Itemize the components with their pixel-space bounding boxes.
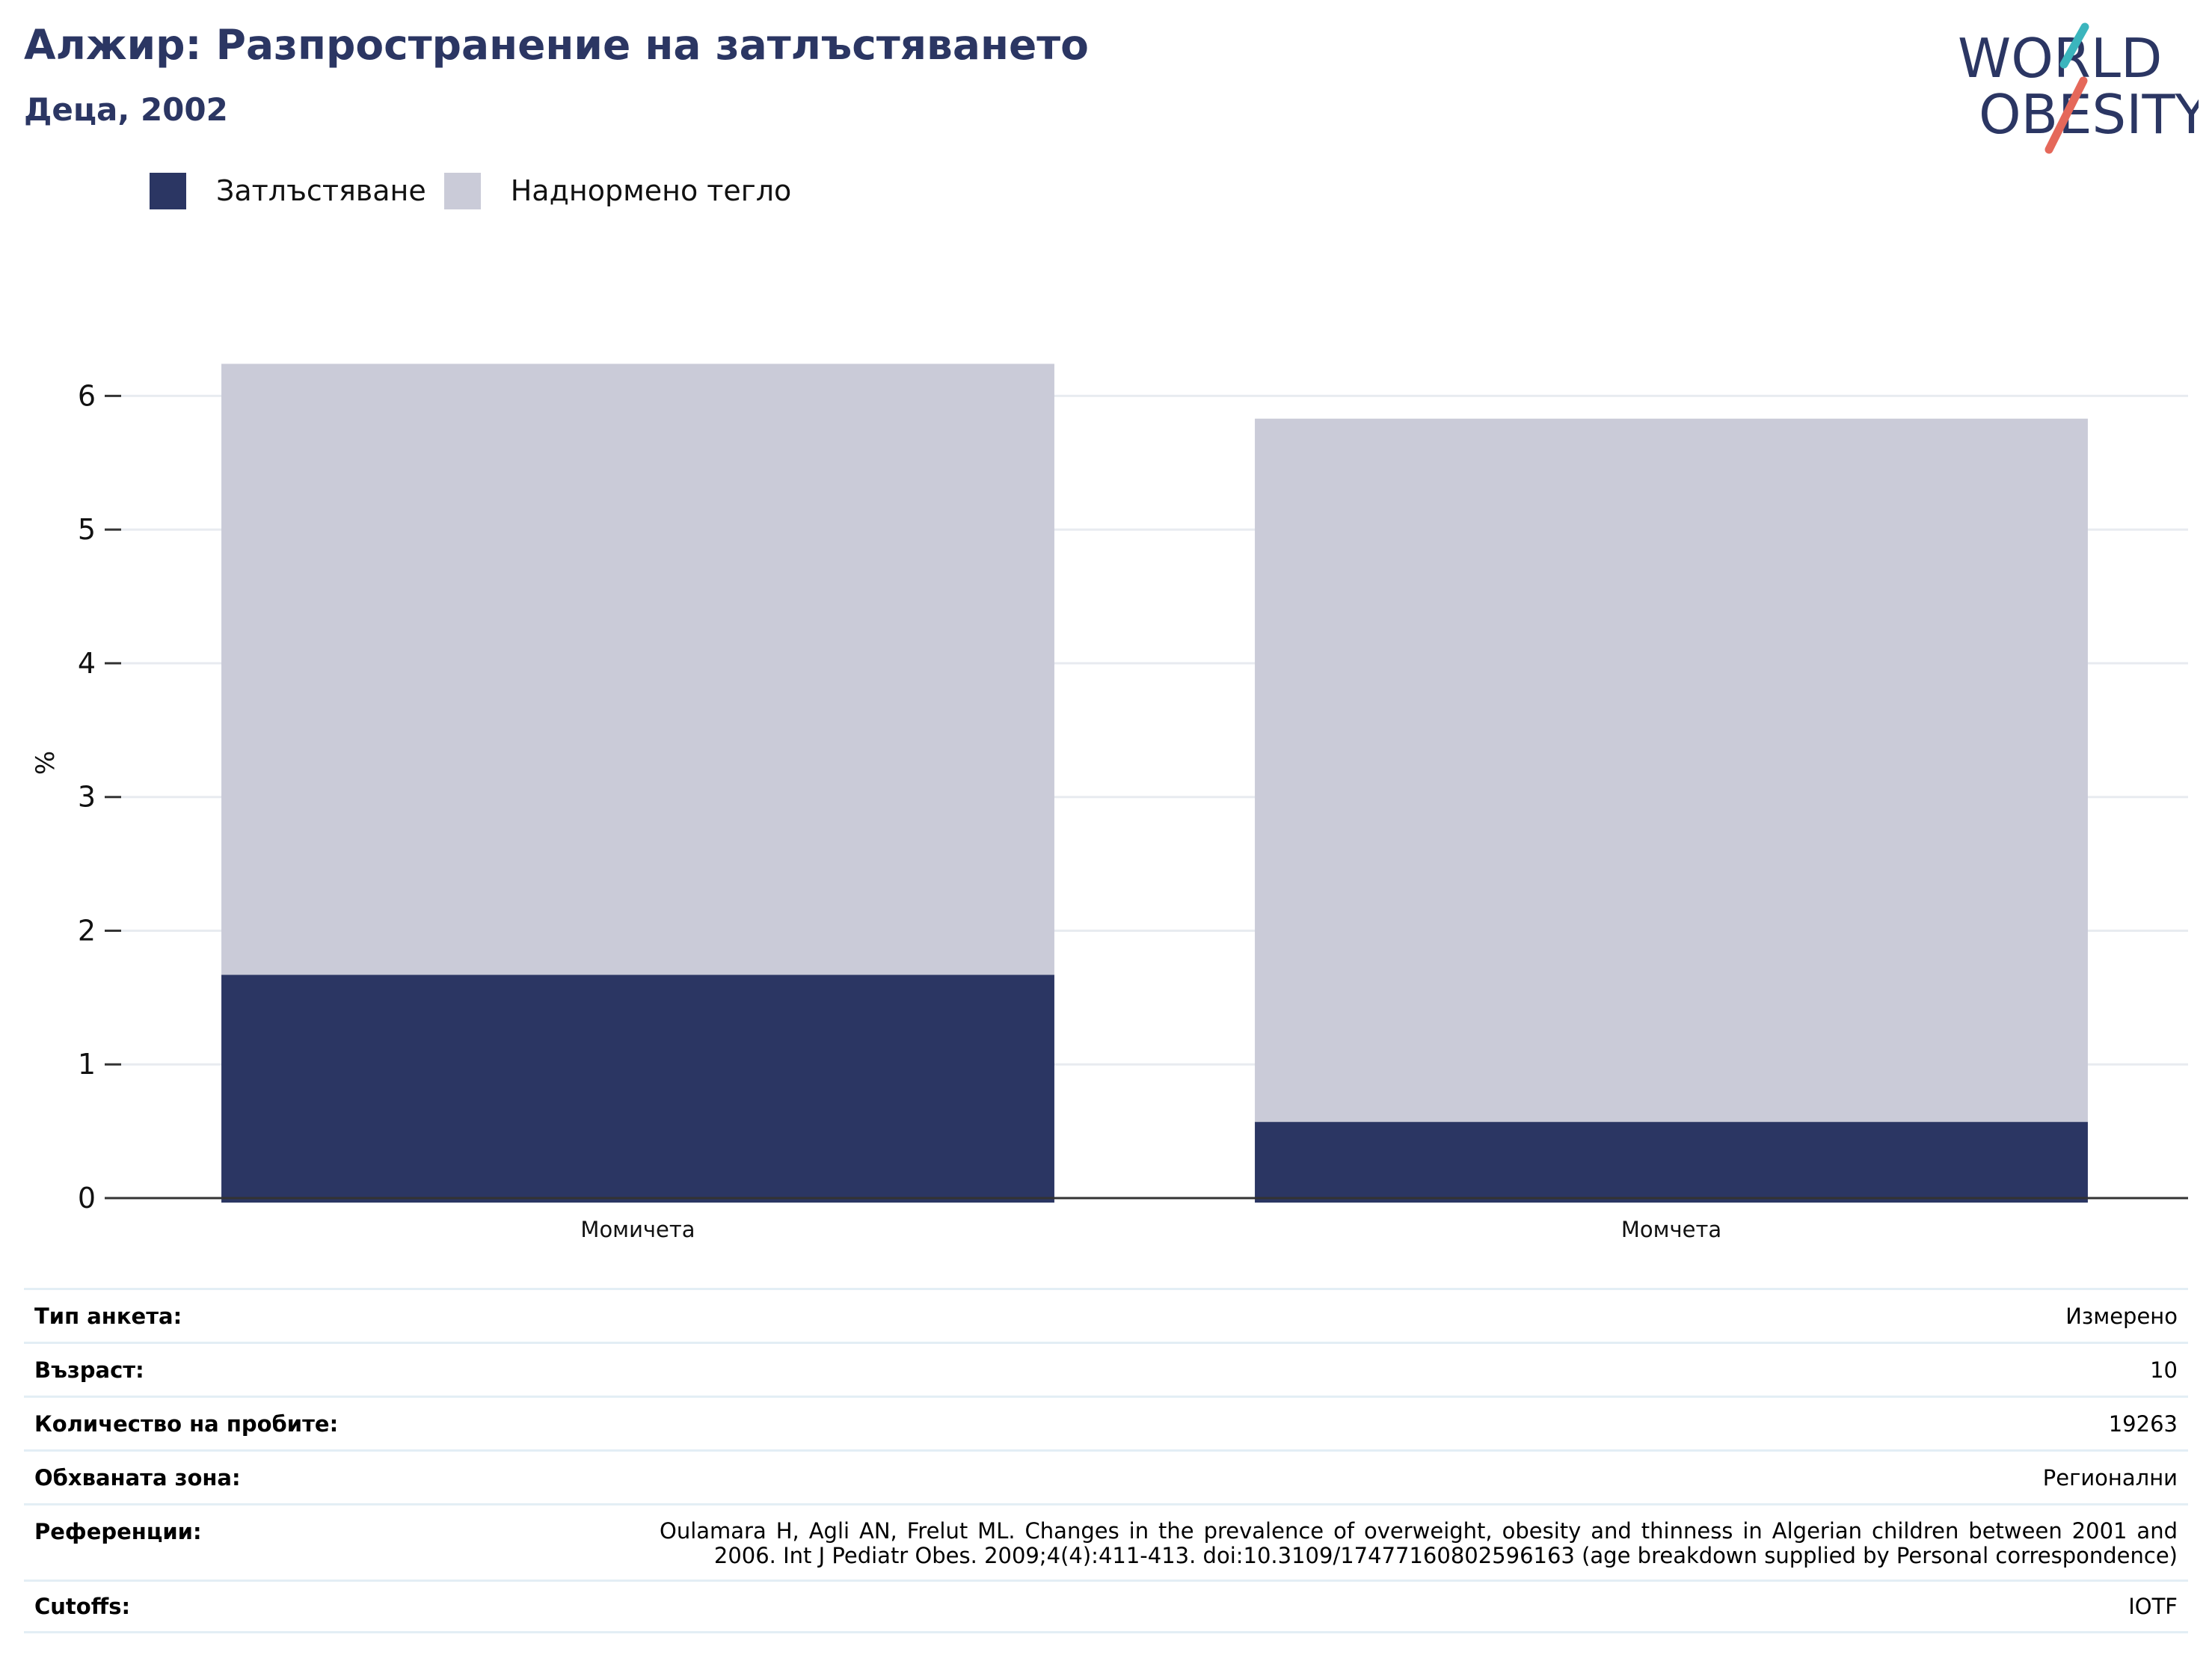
bar-Наднормено тегло [1255, 418, 2088, 1123]
logo-line2: OBESITY [1979, 83, 2199, 146]
meta-key: Тип анкета: [34, 1303, 182, 1329]
x-tick-label: Момичета [580, 1217, 695, 1242]
y-tick-label: 6 [78, 379, 96, 412]
world-obesity-logo: WORLD OBESITY [1958, 22, 2199, 154]
bar-Наднормено тегло [221, 363, 1054, 975]
y-tick-label: 1 [78, 1048, 96, 1081]
y-tick-label: 0 [78, 1182, 96, 1215]
meta-row-area: Обхваната зона: Регионални [24, 1449, 2188, 1503]
meta-row-cutoffs: Cutoffs: IOTF [24, 1580, 2188, 1633]
y-tick-label: 2 [78, 914, 96, 947]
chart-subtitle: Деца, 2002 [24, 91, 228, 128]
y-tick-label: 4 [78, 647, 96, 680]
meta-row-survey-type: Тип анкета: Измерено [24, 1288, 2188, 1342]
meta-key: Обхваната зона: [34, 1464, 241, 1491]
meta-value: Измерено [2065, 1303, 2178, 1329]
logo-line1: WORLD [1958, 27, 2162, 90]
stacked-bar-chart: 0 1 2 3 4 5 6% Момичета Момчета [31, 363, 2188, 1242]
meta-value: 19263 [2108, 1410, 2178, 1437]
legend-swatch-overweight [443, 172, 481, 209]
meta-key: Cutoffs: [34, 1594, 131, 1619]
legend-swatch-obesity [150, 172, 186, 209]
meta-key: Възраст: [34, 1357, 144, 1383]
meta-row-references: Референции: Oulamara H, Agli AN, Frelut … [24, 1503, 2188, 1580]
y-axis-label: % [31, 751, 61, 775]
legend: Затлъстяване Наднормено тегло [150, 172, 809, 209]
meta-key: Референции: [34, 1519, 202, 1544]
legend-label-obesity: Затлъстяване [216, 174, 426, 207]
meta-value: Регионални [2042, 1464, 2178, 1491]
meta-row-age: Възраст: 10 [24, 1342, 2188, 1396]
chart-title: Алжир: Разпространение на затлъстяването [24, 21, 1089, 69]
meta-value: IOTF [2128, 1594, 2178, 1619]
y-tick-label: 3 [78, 781, 96, 814]
bar-Затлъстяване [221, 974, 1054, 1203]
x-tick-label: Момчета [1621, 1217, 1721, 1242]
meta-key: Количество на пробите: [34, 1410, 339, 1437]
meta-value: 10 [2150, 1357, 2178, 1383]
y-tick-label: 5 [78, 513, 96, 546]
legend-label-overweight: Наднормено тегло [510, 174, 792, 207]
bar-Затлъстяване [1255, 1122, 2088, 1203]
meta-row-sample-size: Количество на пробите: 19263 [24, 1396, 2188, 1449]
metadata-table: Тип анкета: Измерено Възраст: 10 Количес… [24, 1288, 2188, 1633]
meta-value: Oulamara H, Agli AN, Frelut ML. Changes … [660, 1518, 2178, 1568]
